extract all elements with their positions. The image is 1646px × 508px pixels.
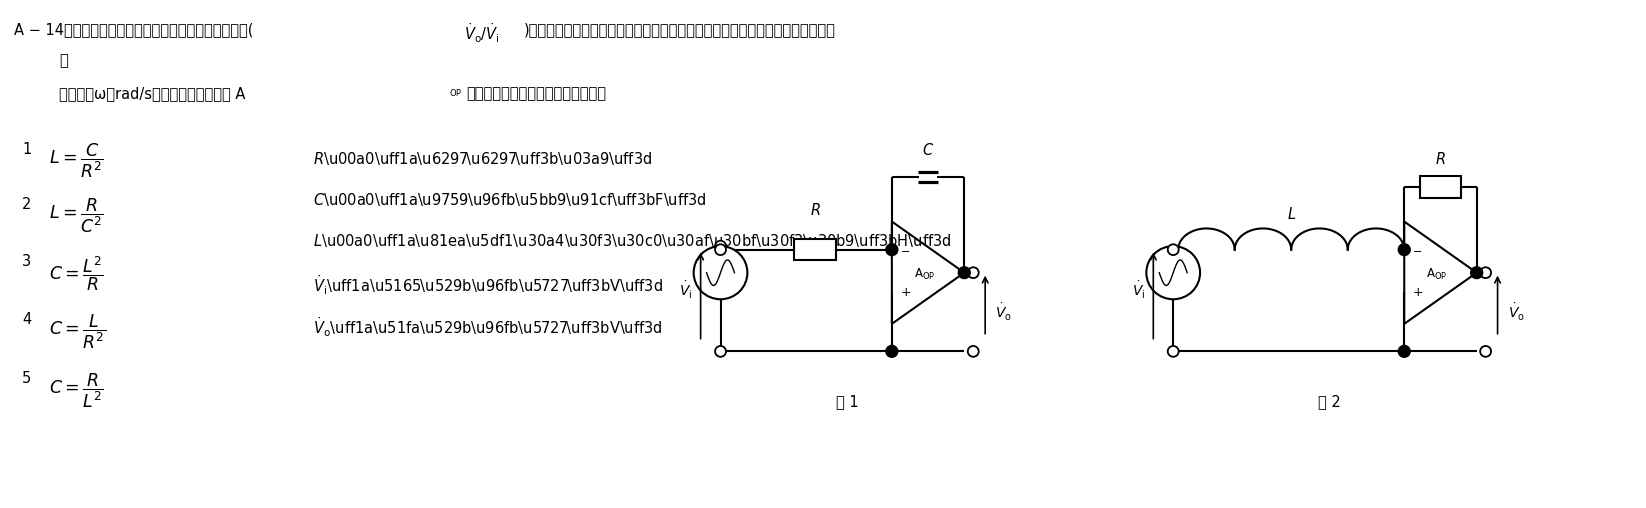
Text: $C = \dfrac{L}{R^2}$: $C = \dfrac{L}{R^2}$ bbox=[49, 312, 105, 351]
Circle shape bbox=[1397, 345, 1411, 357]
Text: $\dot{V}_\mathrm{i}$\uff1a\u5165\u529b\u96fb\u5727\uff3bV\uff3d: $\dot{V}_\mathrm{i}$\uff1a\u5165\u529b\u… bbox=[313, 274, 663, 297]
Text: $L = \dfrac{R}{C^2}$: $L = \dfrac{R}{C^2}$ bbox=[49, 197, 104, 236]
Text: は理想的な特性を持つものとする。: は理想的な特性を持つものとする。 bbox=[466, 86, 606, 101]
Text: $_\mathrm{OP}$: $_\mathrm{OP}$ bbox=[449, 86, 463, 99]
Text: $\dot{V}_\mathrm{i}$: $\dot{V}_\mathrm{i}$ bbox=[680, 280, 693, 301]
Circle shape bbox=[714, 346, 726, 357]
Circle shape bbox=[886, 345, 897, 357]
Text: 3: 3 bbox=[21, 254, 31, 269]
Circle shape bbox=[714, 241, 726, 251]
Circle shape bbox=[1480, 267, 1491, 278]
Text: A − 14　図１に示す回路と図２に示す回路の伝達関数(: A − 14 図１に示す回路と図２に示す回路の伝達関数( bbox=[15, 22, 253, 37]
Text: $-$: $-$ bbox=[900, 245, 910, 255]
Text: $C$\u00a0\uff1a\u9759\u96fb\u5bb9\u91cf\uff3bF\uff3d: $C$\u00a0\uff1a\u9759\u96fb\u5bb9\u91cf\… bbox=[313, 191, 706, 208]
Circle shape bbox=[1480, 346, 1491, 357]
Circle shape bbox=[886, 244, 897, 256]
Text: $+$: $+$ bbox=[900, 285, 910, 299]
Text: $+$: $+$ bbox=[1412, 285, 1424, 299]
Circle shape bbox=[968, 346, 979, 357]
Text: $\dot{V}_\mathrm{o}/\dot{V}_\mathrm{i}$: $\dot{V}_\mathrm{o}/\dot{V}_\mathrm{i}$ bbox=[464, 22, 500, 45]
Circle shape bbox=[1397, 244, 1411, 256]
Text: $\dot{V}_\mathrm{o}$\uff1a\u51fa\u529b\u96fb\u5727\uff3bV\uff3d: $\dot{V}_\mathrm{o}$\uff1a\u51fa\u529b\u… bbox=[313, 315, 662, 338]
Text: $R$: $R$ bbox=[810, 202, 820, 218]
Circle shape bbox=[958, 267, 969, 278]
Text: $L$\u00a0\uff1a\u81ea\u5df1\u30a4\u30f3\u30c0\u30af\u30bf\u30f3\u30b9\uff3bH\uff: $L$\u00a0\uff1a\u81ea\u5df1\u30a4\u30f3\… bbox=[313, 232, 951, 249]
Text: $C = \dfrac{L^2}{R}$: $C = \dfrac{L^2}{R}$ bbox=[49, 254, 104, 293]
Text: 4: 4 bbox=[21, 312, 31, 327]
Text: $R$\u00a0\uff1a\u6297\u6297\uff3b\u03a9\uff3d: $R$\u00a0\uff1a\u6297\u6297\uff3b\u03a9\… bbox=[313, 150, 652, 167]
Text: $C$: $C$ bbox=[922, 142, 935, 157]
Text: 角: 角 bbox=[59, 53, 67, 69]
Text: 図 2: 図 2 bbox=[1318, 394, 1341, 408]
Circle shape bbox=[1472, 267, 1483, 278]
Text: $L$: $L$ bbox=[1287, 206, 1295, 222]
Text: 2: 2 bbox=[21, 197, 31, 212]
Text: 5: 5 bbox=[21, 371, 31, 386]
Text: )が等しくなる条件を表す式として、正しいものを下の番号から選べ。ただし、: )が等しくなる条件を表す式として、正しいものを下の番号から選べ。ただし、 bbox=[523, 22, 836, 37]
Text: $\mathregular{A_{OP}}$: $\mathregular{A_{OP}}$ bbox=[914, 267, 935, 282]
Bar bbox=[1419, 176, 1462, 198]
Text: 図 1: 図 1 bbox=[836, 394, 858, 408]
Text: $-$: $-$ bbox=[1412, 245, 1422, 255]
Text: $C = \dfrac{R}{L^2}$: $C = \dfrac{R}{L^2}$ bbox=[49, 371, 104, 409]
Text: 1: 1 bbox=[21, 142, 31, 157]
Circle shape bbox=[693, 246, 747, 299]
Text: $R$: $R$ bbox=[1435, 151, 1445, 168]
Text: $\dot{V}_\mathrm{i}$: $\dot{V}_\mathrm{i}$ bbox=[1132, 280, 1146, 301]
Bar bbox=[793, 239, 836, 261]
Circle shape bbox=[1146, 246, 1200, 299]
Text: $\dot{V}_\mathrm{o}$: $\dot{V}_\mathrm{o}$ bbox=[996, 301, 1012, 323]
Text: $L = \dfrac{C}{R^2}$: $L = \dfrac{C}{R^2}$ bbox=[49, 142, 104, 180]
Circle shape bbox=[714, 244, 726, 255]
Circle shape bbox=[968, 267, 979, 278]
Circle shape bbox=[1167, 346, 1179, 357]
Text: $\mathregular{A_{OP}}$: $\mathregular{A_{OP}}$ bbox=[1425, 267, 1447, 282]
Text: $\dot{V}_\mathrm{o}$: $\dot{V}_\mathrm{o}$ bbox=[1508, 301, 1524, 323]
Text: 周波数をω［rad/s］とし、演算増幅器 A: 周波数をω［rad/s］とし、演算増幅器 A bbox=[59, 86, 245, 101]
Circle shape bbox=[1167, 244, 1179, 255]
